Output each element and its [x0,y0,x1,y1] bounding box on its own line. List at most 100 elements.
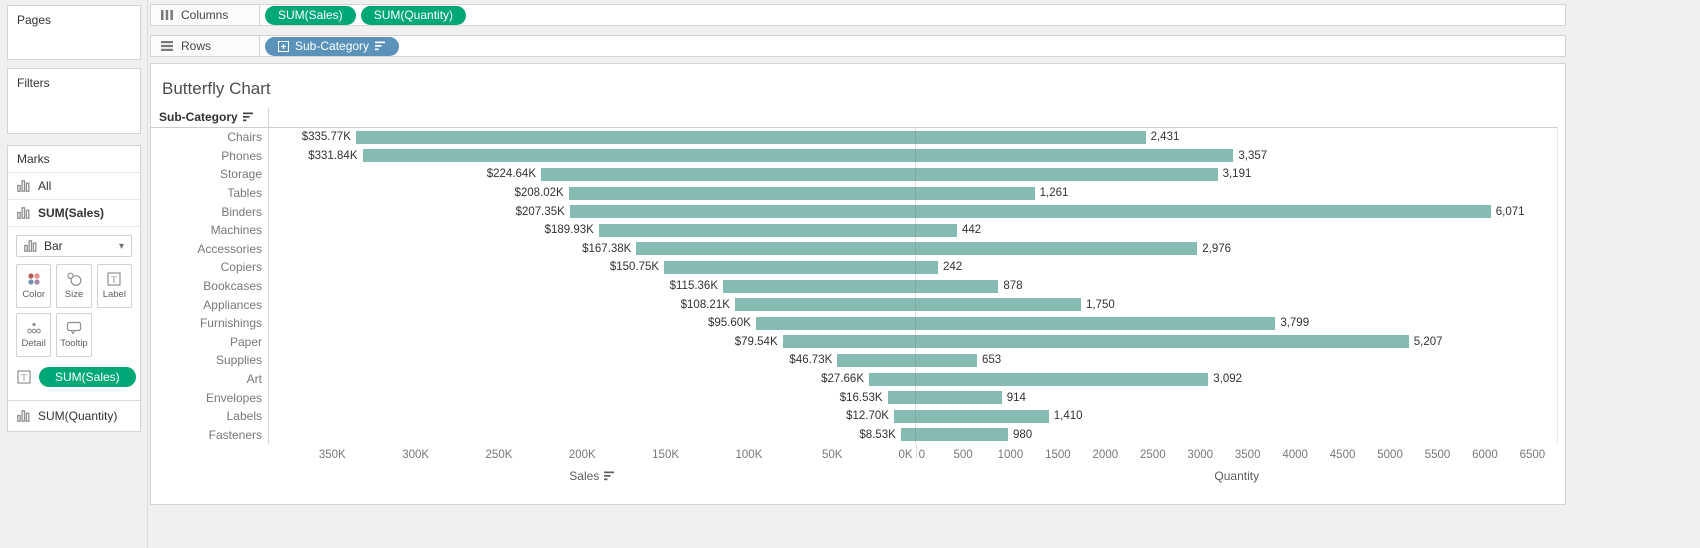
quantity-bar[interactable] [915,223,957,237]
chart-row: Fasteners $8.53K 980 [151,425,1557,445]
pill-sub-category[interactable]: Sub-Category [265,36,400,56]
pages-shelf[interactable]: Pages [7,5,141,60]
quantity-bar[interactable] [915,353,977,367]
quantity-bar[interactable] [915,391,1002,405]
category-label[interactable]: Labels [151,406,269,426]
category-label[interactable]: Envelopes [151,388,269,407]
row-header[interactable]: Sub-Category [151,108,269,127]
sales-value-label: $79.54K [734,335,778,348]
category-label[interactable]: Fasteners [151,425,269,445]
columns-icon [161,10,173,20]
category-label[interactable]: Machines [151,220,269,240]
quantity-pane: 653 [915,351,1557,370]
quantity-pane: 2,976 [915,240,1557,259]
sales-bar[interactable] [893,409,916,423]
pill-sum-quantity[interactable]: SUM(Quantity) [360,5,467,25]
quantity-bar[interactable] [915,205,1491,219]
category-label[interactable]: Supplies [151,351,269,370]
quantity-bar[interactable] [915,167,1218,181]
quantity-bar[interactable] [915,298,1081,312]
category-label[interactable]: Furnishings [151,313,269,333]
category-label[interactable]: Copiers [151,258,269,277]
quantity-axis-title[interactable]: Quantity [916,469,1558,483]
category-label[interactable]: Accessories [151,239,269,259]
mark-type-dropdown[interactable]: Bar ▾ [16,235,132,257]
marks-card-sales[interactable]: SUM(Sales) [8,200,140,227]
marks-card-all-label: All [38,179,52,193]
category-label[interactable]: Chairs [151,128,269,147]
chart-row: Binders $207.35K 6,071 [151,202,1557,221]
quantity-bar[interactable] [915,316,1276,330]
quantity-bar[interactable] [915,372,1209,386]
quantity-bar[interactable] [915,409,1049,423]
quantity-pane: 242 [915,258,1557,277]
marks-card-all[interactable]: All [8,173,140,200]
quantity-bar[interactable] [915,149,1234,163]
category-label[interactable]: Paper [151,332,269,352]
quantity-value-label: 914 [1006,391,1026,404]
sales-axis-title-label: Sales [569,469,600,483]
columns-shelf[interactable]: Columns SUM(Sales) SUM(Quantity) [150,4,1566,26]
quantity-bar[interactable] [915,242,1198,256]
color-button[interactable]: Color [16,264,52,308]
quantity-pane: 914 [915,388,1557,407]
sales-pane: $79.54K [269,333,916,352]
category-label[interactable]: Bookcases [151,276,269,296]
sales-bar[interactable] [887,391,916,405]
quantity-pane: 1,750 [915,295,1557,314]
category-label[interactable]: Appliances [151,295,269,314]
bar-chart-icon [17,410,30,422]
sales-bar[interactable] [900,428,916,442]
sales-bar[interactable] [541,167,916,181]
sales-bar[interactable] [598,223,916,237]
quantity-bar[interactable] [915,260,938,274]
chart-row: Furnishings $95.60K 3,799 [151,313,1557,333]
detail-button[interactable]: Detail [16,313,52,357]
sales-bar[interactable] [569,205,916,219]
sales-bar[interactable] [782,335,916,349]
size-button[interactable]: Size [56,264,92,308]
sales-value-label: $95.60K [708,317,751,330]
quantity-bar[interactable] [915,130,1146,144]
quantity-bar[interactable] [915,428,1008,442]
sales-bar[interactable] [837,353,916,367]
color-button-label: Color [22,289,46,300]
quantity-bar[interactable] [915,279,999,293]
category-label[interactable]: Binders [151,202,269,221]
pill-sum-sales[interactable]: SUM(Sales) [265,5,356,25]
category-label[interactable]: Tables [151,183,269,203]
sort-descending-icon[interactable] [375,41,386,51]
sales-bar[interactable] [869,372,916,386]
chart-row: Art $27.66K 3,092 [151,369,1557,389]
marks-card-sales-label: SUM(Sales) [38,206,105,220]
category-label[interactable]: Storage [151,165,269,184]
sales-bar[interactable] [755,316,916,330]
quantity-axis-ticks: 0 500 1000 1500 2000 2500 3000 3500 4000 4500 5000… [916,444,1558,464]
label-pill-sum-sales[interactable]: SUM(Sales) [39,367,136,387]
sort-descending-icon[interactable] [604,471,615,481]
label-button[interactable]: T Label [96,264,132,308]
sales-bar[interactable] [664,260,916,274]
sales-bar[interactable] [355,130,916,144]
sales-bar[interactable] [636,242,916,256]
sales-pane: $46.73K [269,351,916,370]
label-button-label: Label [102,289,126,300]
filters-shelf[interactable]: Filters [7,68,141,134]
detail-icon [26,321,42,335]
tooltip-button[interactable]: Tooltip [56,313,92,357]
quantity-bar[interactable] [915,186,1035,200]
sales-bar[interactable] [568,186,916,200]
marks-card-quantity[interactable]: SUM(Quantity) [8,400,140,431]
expand-plus-icon[interactable] [278,40,289,52]
category-label[interactable]: Phones [151,146,269,166]
sales-axis-title[interactable]: Sales [269,469,916,483]
sales-bar[interactable] [362,149,916,163]
sales-bar[interactable] [734,298,916,312]
rows-shelf[interactable]: Rows Sub-Category [150,35,1566,57]
sales-value-label: $167.38K [582,242,632,255]
sales-bar[interactable] [723,279,916,293]
quantity-bar[interactable] [915,335,1409,349]
category-label[interactable]: Art [151,369,269,389]
sort-descending-icon[interactable] [242,112,254,122]
marks-card-quantity-label: SUM(Quantity) [38,409,118,423]
